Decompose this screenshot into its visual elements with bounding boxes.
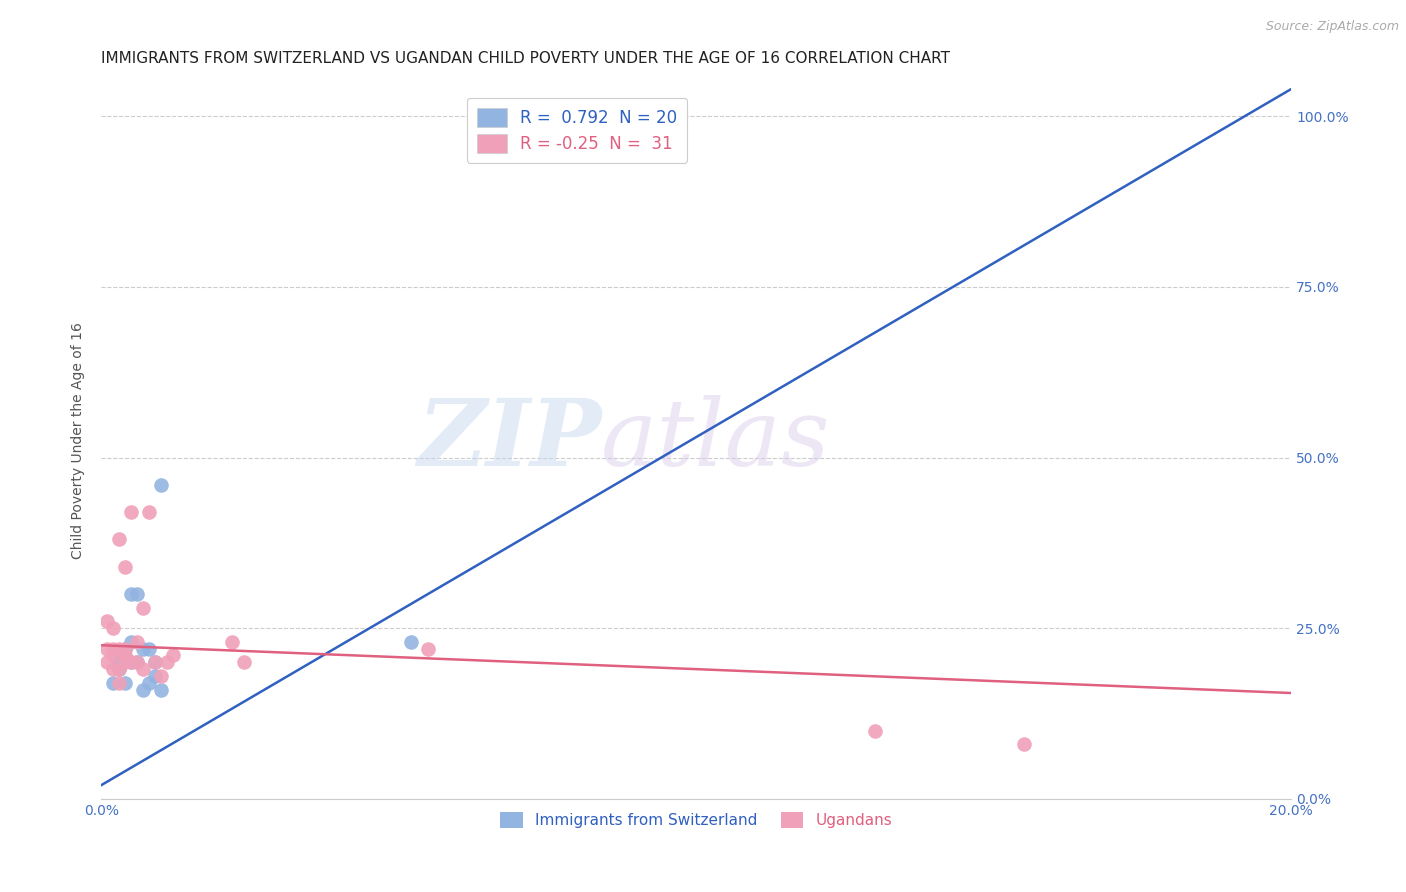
Point: [114, 641, 136, 656]
Point: [233, 656, 256, 670]
Point: [108, 662, 131, 676]
Point: [156, 656, 179, 670]
Point: [132, 662, 155, 676]
Point: [125, 635, 148, 649]
Point: [418, 641, 440, 656]
Point: [120, 505, 142, 519]
Point: [101, 641, 124, 656]
Point: [114, 559, 136, 574]
Point: [120, 587, 142, 601]
Point: [149, 682, 172, 697]
Y-axis label: Child Poverty Under the Age of 16: Child Poverty Under the Age of 16: [72, 322, 86, 559]
Point: [96, 656, 118, 670]
Point: [120, 635, 142, 649]
Point: [114, 641, 136, 656]
Point: [138, 505, 160, 519]
Point: [655, 109, 678, 123]
Point: [149, 478, 172, 492]
Point: [863, 723, 886, 738]
Point: [101, 662, 124, 676]
Point: [108, 656, 131, 670]
Point: [125, 656, 148, 670]
Point: [108, 641, 131, 656]
Point: [120, 656, 142, 670]
Point: [120, 656, 142, 670]
Point: [101, 675, 124, 690]
Point: [132, 641, 155, 656]
Point: [125, 587, 148, 601]
Point: [138, 675, 160, 690]
Text: atlas: atlas: [600, 395, 831, 485]
Text: ZIP: ZIP: [416, 395, 600, 485]
Point: [125, 656, 148, 670]
Point: [132, 682, 155, 697]
Point: [138, 641, 160, 656]
Text: IMMIGRANTS FROM SWITZERLAND VS UGANDAN CHILD POVERTY UNDER THE AGE OF 16 CORRELA: IMMIGRANTS FROM SWITZERLAND VS UGANDAN C…: [101, 51, 950, 66]
Point: [143, 669, 166, 683]
Point: [114, 648, 136, 663]
Point: [108, 662, 131, 676]
Point: [108, 675, 131, 690]
Point: [143, 656, 166, 670]
Point: [132, 600, 155, 615]
Legend: Immigrants from Switzerland, Ugandans: Immigrants from Switzerland, Ugandans: [494, 806, 898, 834]
Point: [101, 648, 124, 663]
Point: [149, 669, 172, 683]
Text: Source: ZipAtlas.com: Source: ZipAtlas.com: [1265, 20, 1399, 33]
Point: [221, 635, 243, 649]
Point: [399, 635, 422, 649]
Point: [96, 641, 118, 656]
Point: [1012, 737, 1035, 751]
Point: [114, 675, 136, 690]
Point: [162, 648, 184, 663]
Point: [143, 656, 166, 670]
Point: [96, 615, 118, 629]
Point: [101, 621, 124, 635]
Point: [114, 656, 136, 670]
Point: [108, 533, 131, 547]
